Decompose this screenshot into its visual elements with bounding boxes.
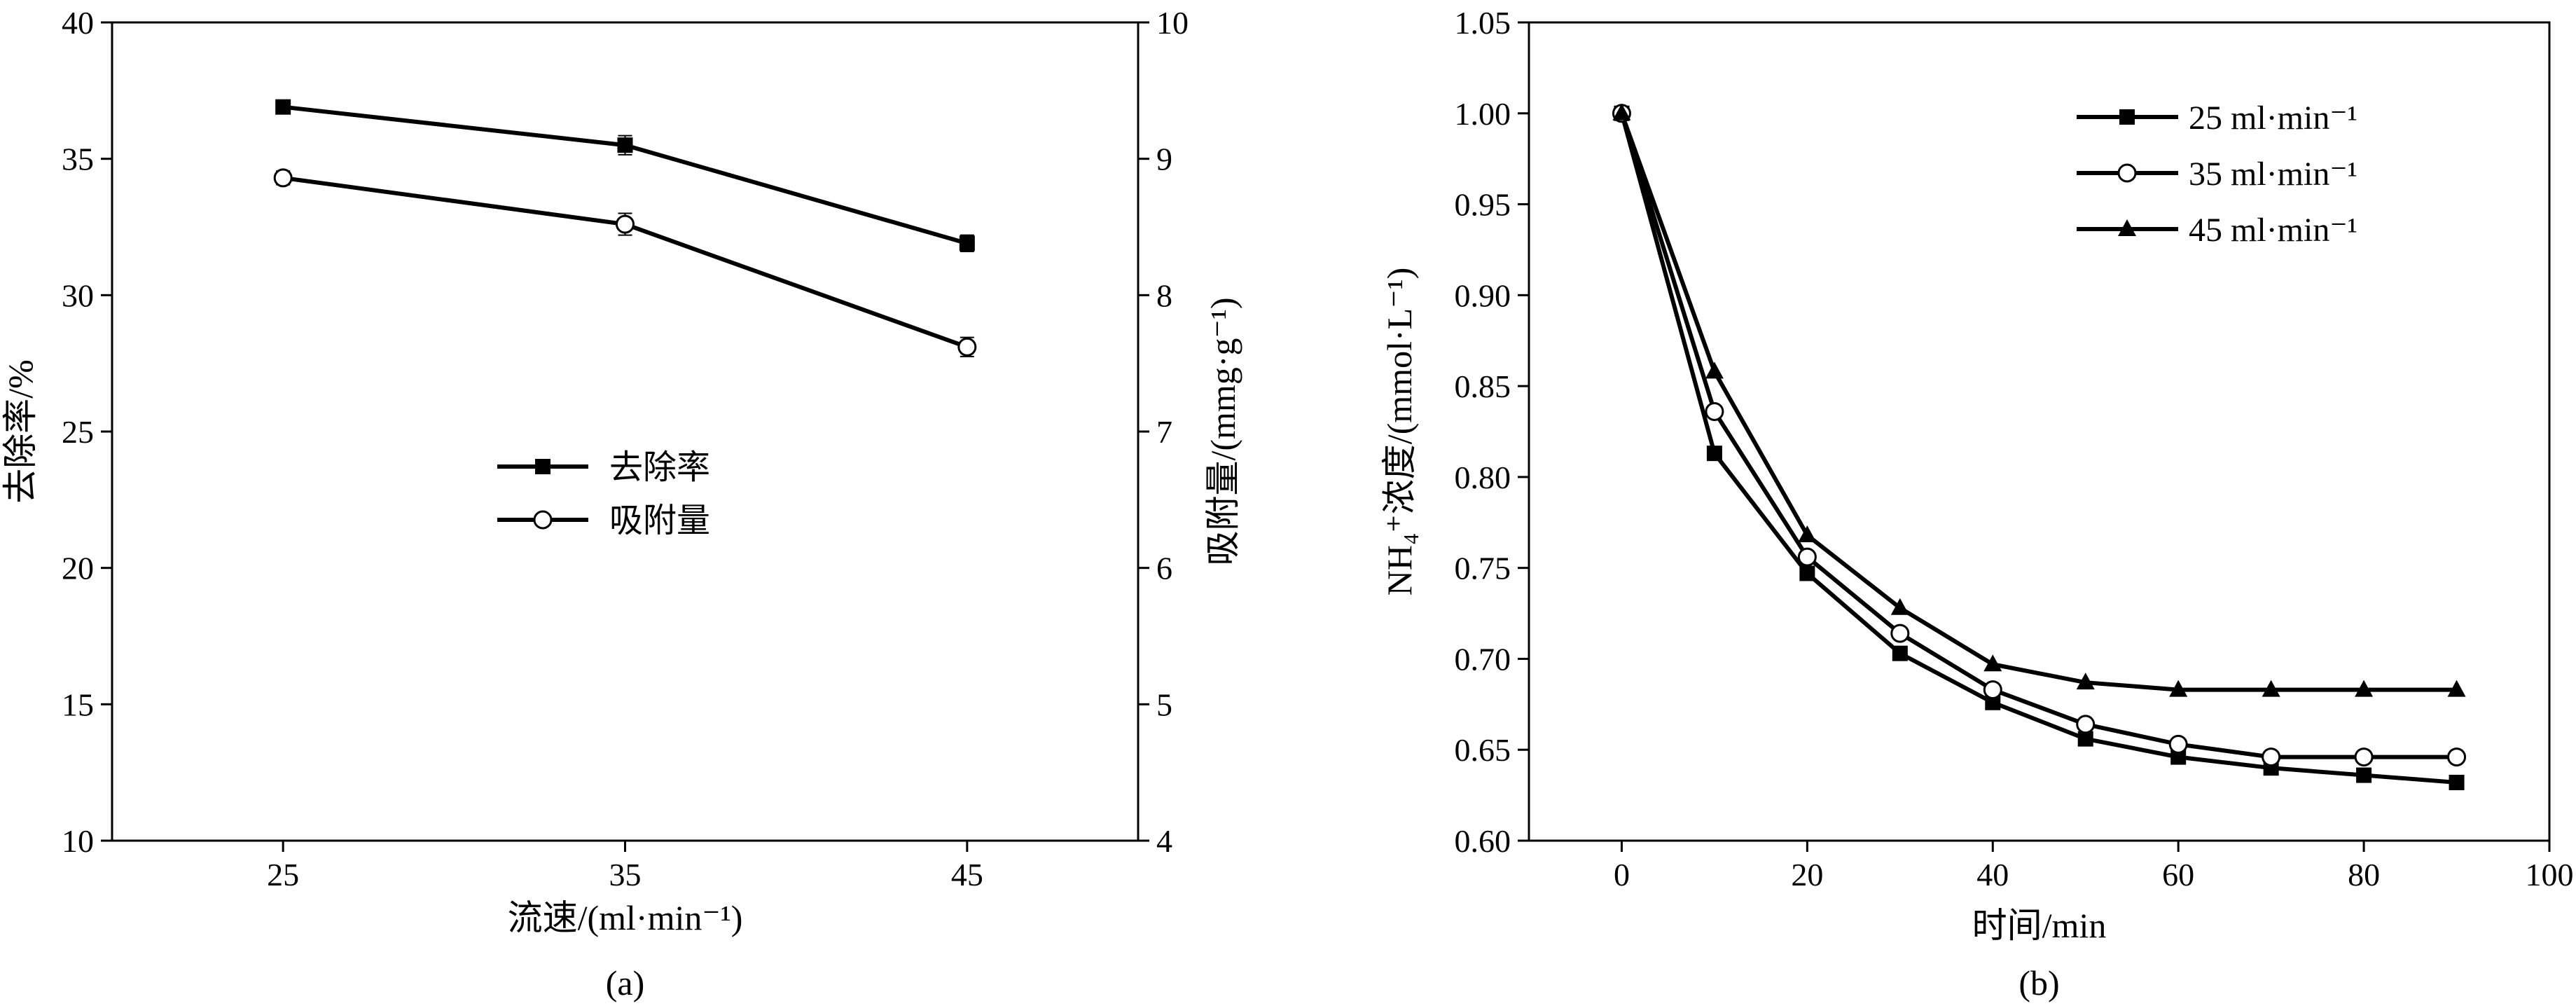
panel-b-x-tick-label: 20 <box>1791 857 1823 893</box>
panel-a-x-tick-label: 25 <box>267 857 299 893</box>
panel-b-data-point <box>2356 767 2372 783</box>
panel-b-y-tick-label: 0.80 <box>1455 460 1511 495</box>
panel-b-legend-marker <box>2119 109 2135 125</box>
panel-b-data-point <box>2076 673 2095 690</box>
panel-b-y-tick-label: 1.00 <box>1455 96 1511 132</box>
panel-b-legend-marker <box>2118 219 2136 236</box>
panel-b-data-point <box>1983 680 2002 700</box>
panel-b-legend-label: 25 ml·min⁻¹ <box>2189 99 2357 137</box>
panel-b-data-point <box>2262 747 2281 767</box>
panel-b-x-tick-label: 60 <box>2162 857 2194 893</box>
panel-b-data-point <box>2168 734 2188 754</box>
panel-a-right-y-tick-label: 7 <box>1156 414 1172 450</box>
panel-a-x-axis-label: 流速/(ml·min⁻¹) <box>508 898 743 937</box>
panel-b-x-tick-label: 0 <box>1614 857 1630 893</box>
panel-a-legend-marker <box>535 459 550 474</box>
panel-a-left-y-axis-label: 去除率/% <box>1 359 40 504</box>
panel-a-data-point <box>273 168 293 188</box>
panel-b-data-point <box>1983 654 2002 672</box>
panel-b-data-point <box>2170 749 2187 765</box>
panel-a-label: (a) <box>606 963 645 1002</box>
panel-b-ammonium-concentration-vs-time: (b) 0 20 40 60 80 100 0.60 0.65 0.70 0.75 0.80 0.85… <box>1380 5 2574 1002</box>
panel-a-right-y-tick-label: 9 <box>1156 142 1172 177</box>
panel-a-legend-marker <box>533 510 553 530</box>
panel-b-data-point <box>2262 680 2280 697</box>
panel-a-x-tick-label: 45 <box>951 857 983 893</box>
panel-b-y-tick-label: 0.90 <box>1455 277 1511 313</box>
panel-a-left-y-tick-label: 10 <box>62 823 94 859</box>
panel-a-data-point <box>957 337 977 357</box>
panel-a-left-y-tick-label: 25 <box>62 414 94 450</box>
panel-b-data-point <box>1890 623 1910 643</box>
panel-b-y-tick-label: 0.70 <box>1455 641 1511 677</box>
panel-a-data-point <box>617 137 633 153</box>
panel-b-y-axis-label: NH₄⁺浓度/(mmol·L⁻¹) <box>1380 268 1419 595</box>
panel-a-right-y-tick-label: 8 <box>1156 277 1172 313</box>
panel-b-data-point <box>2447 747 2467 767</box>
panel-b-legend-label: 35 ml·min⁻¹ <box>2189 156 2357 193</box>
panel-a-series-line-2 <box>282 175 968 350</box>
panel-b-x-tick-label: 40 <box>1976 857 2009 893</box>
panel-a-removal-adsorption-vs-flow: (a) 25 35 451015202530354045678910流速/(ml·m… <box>1 5 1242 1002</box>
panel-a-data-point <box>616 214 635 234</box>
panel-b-series-line-2 <box>1619 112 2457 759</box>
panel-a-right-y-tick-label: 10 <box>1156 5 1189 41</box>
panel-b-legend-label: 45 ml·min⁻¹ <box>2189 212 2357 249</box>
panel-b-data-point <box>1705 401 1724 421</box>
panel-b-y-tick-label: 1.05 <box>1455 5 1511 41</box>
panel-a-right-y-tick-label: 6 <box>1156 551 1172 586</box>
panel-b-series-line-1 <box>1619 112 2457 785</box>
panel-b-x-axis-label: 时间/min <box>1972 906 2107 945</box>
panel-b-data-point <box>1985 694 2001 710</box>
panel-b-legend-marker <box>2117 163 2137 183</box>
panel-b-y-tick-label: 0.75 <box>1455 551 1511 586</box>
panel-a-right-y-tick-label: 5 <box>1156 687 1172 722</box>
panel-a-left-y-tick-label: 30 <box>62 277 94 313</box>
panel-b-y-tick-label: 0.60 <box>1455 823 1511 859</box>
panel-a-right-y-axis-label: 吸附量/(mmg·g⁻¹) <box>1203 297 1242 565</box>
panel-b-data-point <box>2447 680 2466 697</box>
panel-b-y-tick-label: 0.95 <box>1455 187 1511 223</box>
panel-b-data-point <box>2355 680 2374 697</box>
panel-b-data-point <box>1798 525 1817 542</box>
panel-b-data-point <box>1612 103 1631 120</box>
panel-b-y-tick-label: 0.85 <box>1455 368 1511 404</box>
panel-b-x-tick-label: 80 <box>2348 857 2380 893</box>
panel-b-data-point <box>1892 645 1908 661</box>
panel-b-data-point <box>2169 680 2188 697</box>
panel-b-label: (b) <box>2018 963 2059 1002</box>
panel-a-data-point <box>959 235 975 252</box>
panel-b-data-point <box>2077 731 2093 747</box>
panel-b-data-point <box>1706 446 1722 462</box>
panel-b-x-tick-label: 100 <box>2526 857 2574 893</box>
panel-b-data-point <box>1799 565 1815 581</box>
panel-b-series-line-3 <box>1619 112 2457 692</box>
panel-b-data-point <box>2354 747 2374 767</box>
panel-a-left-y-tick-label: 15 <box>62 687 94 722</box>
panel-b-plot-frame <box>1528 21 2551 842</box>
panel-a-left-y-tick-label: 20 <box>62 551 94 586</box>
panel-a-right-y-tick-label: 4 <box>1156 823 1172 859</box>
panel-b-data-point <box>2449 774 2465 790</box>
panel-a-left-y-tick-label: 35 <box>62 142 94 177</box>
panel-a-x-tick-label: 35 <box>609 857 642 893</box>
panel-a-legend-label: 去除率 <box>609 449 710 486</box>
panel-b-data-point <box>1705 361 1724 379</box>
panel-b-data-point <box>1890 598 1909 615</box>
panel-b-data-point <box>1797 547 1817 567</box>
panel-b-y-tick-label: 0.65 <box>1455 732 1511 768</box>
panel-a-left-y-tick-label: 40 <box>62 5 94 41</box>
panel-b-data-point <box>2076 715 2096 734</box>
panel-a-legend-label: 吸附量 <box>609 502 710 539</box>
panel-a-data-point <box>275 99 291 115</box>
